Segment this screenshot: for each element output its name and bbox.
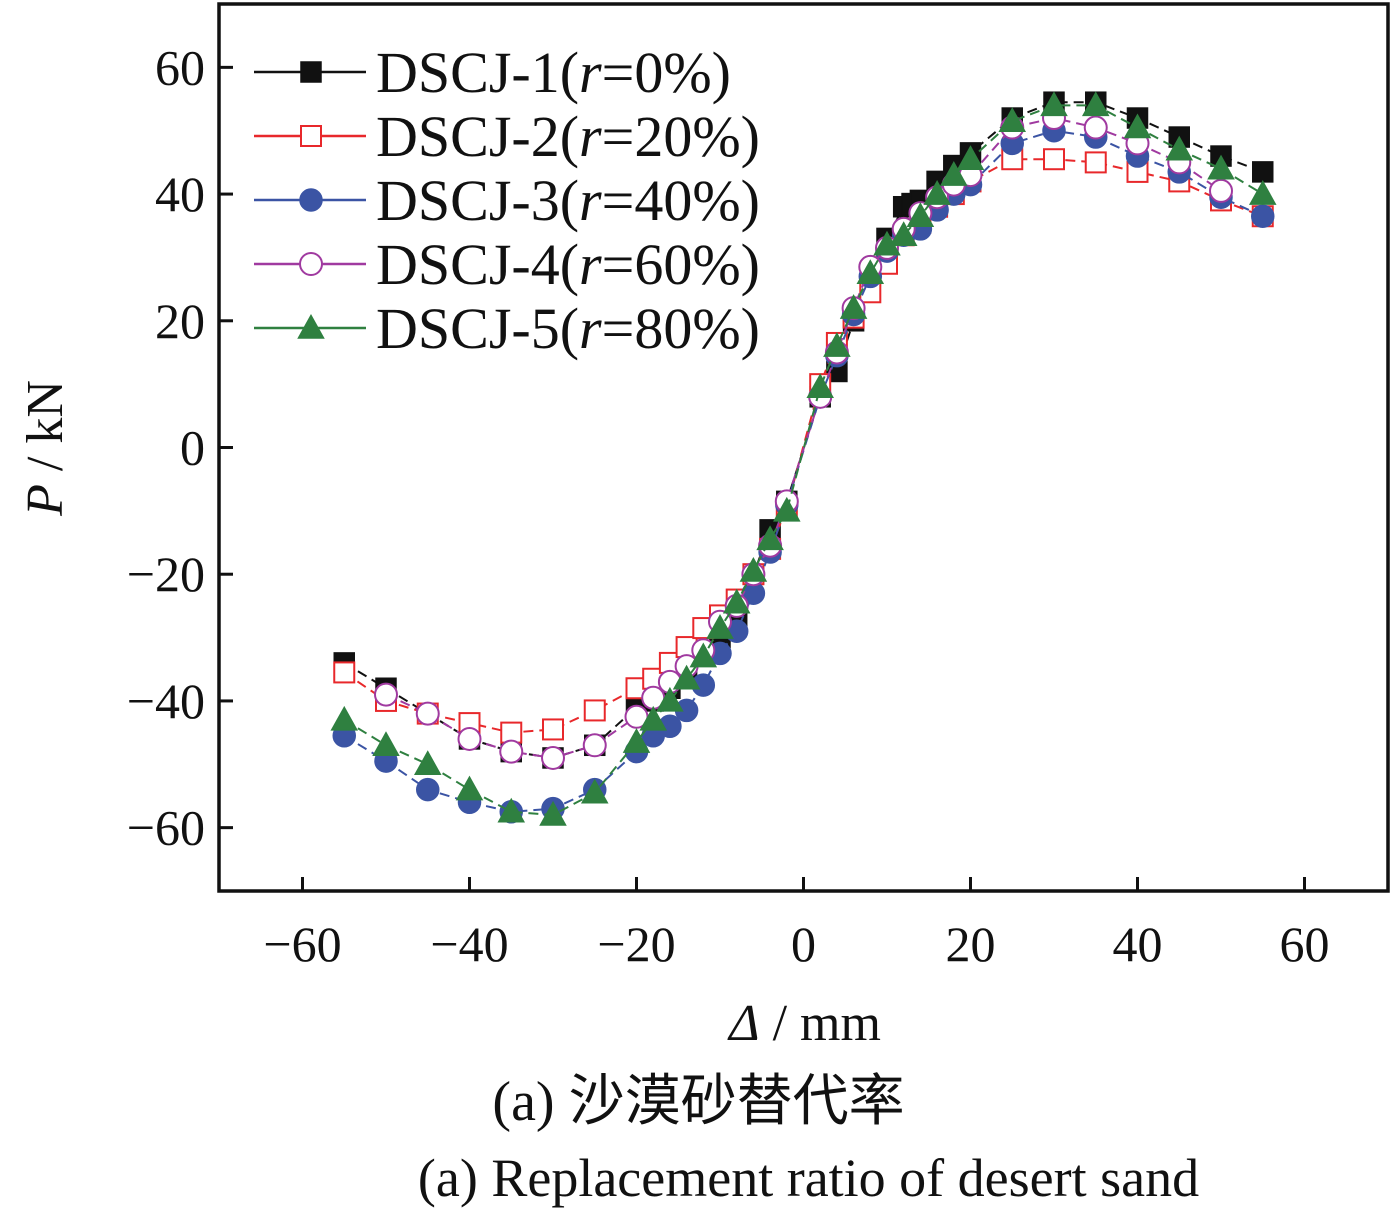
- data-point: [583, 699, 606, 722]
- caption-english: (a) Replacement ratio of desert sand: [417, 1148, 1200, 1208]
- data-point: [1123, 113, 1152, 139]
- y-tick-label: 60: [155, 39, 205, 95]
- data-point: [415, 701, 440, 726]
- data-point: [889, 221, 918, 247]
- data-point: [1083, 115, 1108, 140]
- data-point: [940, 161, 968, 186]
- data-point: [656, 686, 684, 712]
- y-tick-label: −20: [127, 546, 205, 602]
- y-axis-unit: / kN: [17, 380, 74, 484]
- legend-item-3: DSCJ-3(r=40%): [254, 168, 760, 233]
- data-point: [998, 107, 1027, 132]
- legend-item-4: DSCJ-4(r=60%): [254, 232, 760, 297]
- series-layer: [330, 91, 1277, 826]
- data-point: [455, 775, 484, 801]
- data-point: [672, 664, 701, 690]
- data-point: [497, 797, 526, 823]
- data-point: [739, 557, 768, 582]
- data-point: [806, 373, 834, 399]
- data-point: [330, 705, 359, 731]
- x-tick-label: 60: [1280, 916, 1330, 972]
- data-point: [372, 731, 400, 757]
- data-point: [856, 259, 885, 285]
- x-tick-label: 0: [791, 916, 816, 972]
- data-point: [1040, 91, 1068, 117]
- data-point: [839, 294, 868, 319]
- y-tick-label: −60: [127, 800, 205, 856]
- data-point: [499, 739, 524, 764]
- x-tick-label: 40: [1113, 916, 1163, 972]
- data-point: [1043, 148, 1065, 171]
- data-point: [300, 125, 322, 147]
- data-point: [639, 705, 667, 731]
- y-tick-label: 40: [155, 166, 205, 222]
- data-point: [542, 718, 564, 741]
- data-point: [500, 721, 523, 744]
- data-point: [1252, 161, 1274, 183]
- y-axis-symbol: P: [17, 484, 74, 517]
- legend-item-1: DSCJ-1(r=0%): [254, 40, 731, 105]
- data-point: [906, 202, 935, 227]
- legend-label: DSCJ-4(r=60%): [376, 232, 760, 297]
- data-point: [416, 777, 440, 802]
- axes: −60 −40 −20 0 20 40 60 −60 −40 −20 0 20 40 60: [127, 2, 1390, 972]
- data-point: [823, 332, 851, 357]
- data-point: [1251, 204, 1275, 228]
- data-point: [299, 252, 323, 276]
- data-point: [582, 733, 607, 758]
- y-axis-title: P / kN: [17, 380, 74, 517]
- data-point: [300, 61, 322, 83]
- data-point: [413, 750, 442, 776]
- legend-item-2: DSCJ-2(r=20%): [254, 104, 760, 169]
- x-tick-label: −20: [597, 916, 675, 972]
- x-axis-symbol: Δ: [727, 995, 760, 1052]
- data-point: [956, 145, 985, 170]
- data-point: [722, 588, 751, 614]
- data-point: [580, 778, 609, 804]
- data-point: [374, 682, 398, 707]
- legend-label: DSCJ-2(r=20%): [376, 104, 760, 169]
- x-tick-label: −60: [263, 916, 341, 972]
- data-point: [1248, 180, 1277, 205]
- data-point: [1209, 178, 1233, 203]
- data-point: [333, 661, 356, 684]
- x-axis-title: Δ / mm: [727, 995, 881, 1052]
- legend: DSCJ-1(r=0%)DSCJ-2(r=20%)DSCJ-3(r=40%)DS…: [254, 40, 760, 361]
- data-point: [299, 188, 323, 212]
- x-tick-label: −40: [430, 916, 508, 972]
- data-point: [756, 525, 784, 551]
- series-5: [330, 91, 1277, 826]
- y-tick-label: 0: [180, 420, 205, 476]
- series-line: [343, 104, 1264, 816]
- caption-chinese: (a) 沙漠砂替代率: [492, 1071, 905, 1133]
- data-point: [923, 180, 951, 205]
- data-point: [1081, 91, 1110, 117]
- data-point: [297, 313, 325, 339]
- legend-label: DSCJ-5(r=80%): [376, 296, 760, 361]
- data-point: [457, 726, 482, 751]
- data-point: [541, 745, 565, 770]
- data-point: [773, 496, 801, 522]
- data-point: [539, 800, 567, 826]
- data-point: [622, 728, 651, 753]
- legend-item-5: DSCJ-5(r=80%): [254, 296, 760, 361]
- data-point: [1165, 135, 1194, 161]
- legend-label: DSCJ-1(r=0%): [376, 40, 731, 105]
- hysteresis-skeleton-chart: DSCJ-1(r=0%)DSCJ-2(r=20%)DSCJ-3(r=40%)DS…: [17, 2, 1390, 1052]
- series-line: [343, 158, 1264, 734]
- x-tick-label: 20: [946, 916, 996, 972]
- data-point: [1207, 154, 1235, 180]
- x-axis-unit: / mm: [760, 995, 881, 1052]
- data-point: [689, 642, 718, 668]
- legend-label: DSCJ-3(r=40%): [376, 168, 760, 233]
- data-point: [1084, 151, 1107, 174]
- y-tick-label: 20: [155, 293, 205, 349]
- y-tick-label: −40: [127, 673, 205, 729]
- data-point: [706, 614, 734, 639]
